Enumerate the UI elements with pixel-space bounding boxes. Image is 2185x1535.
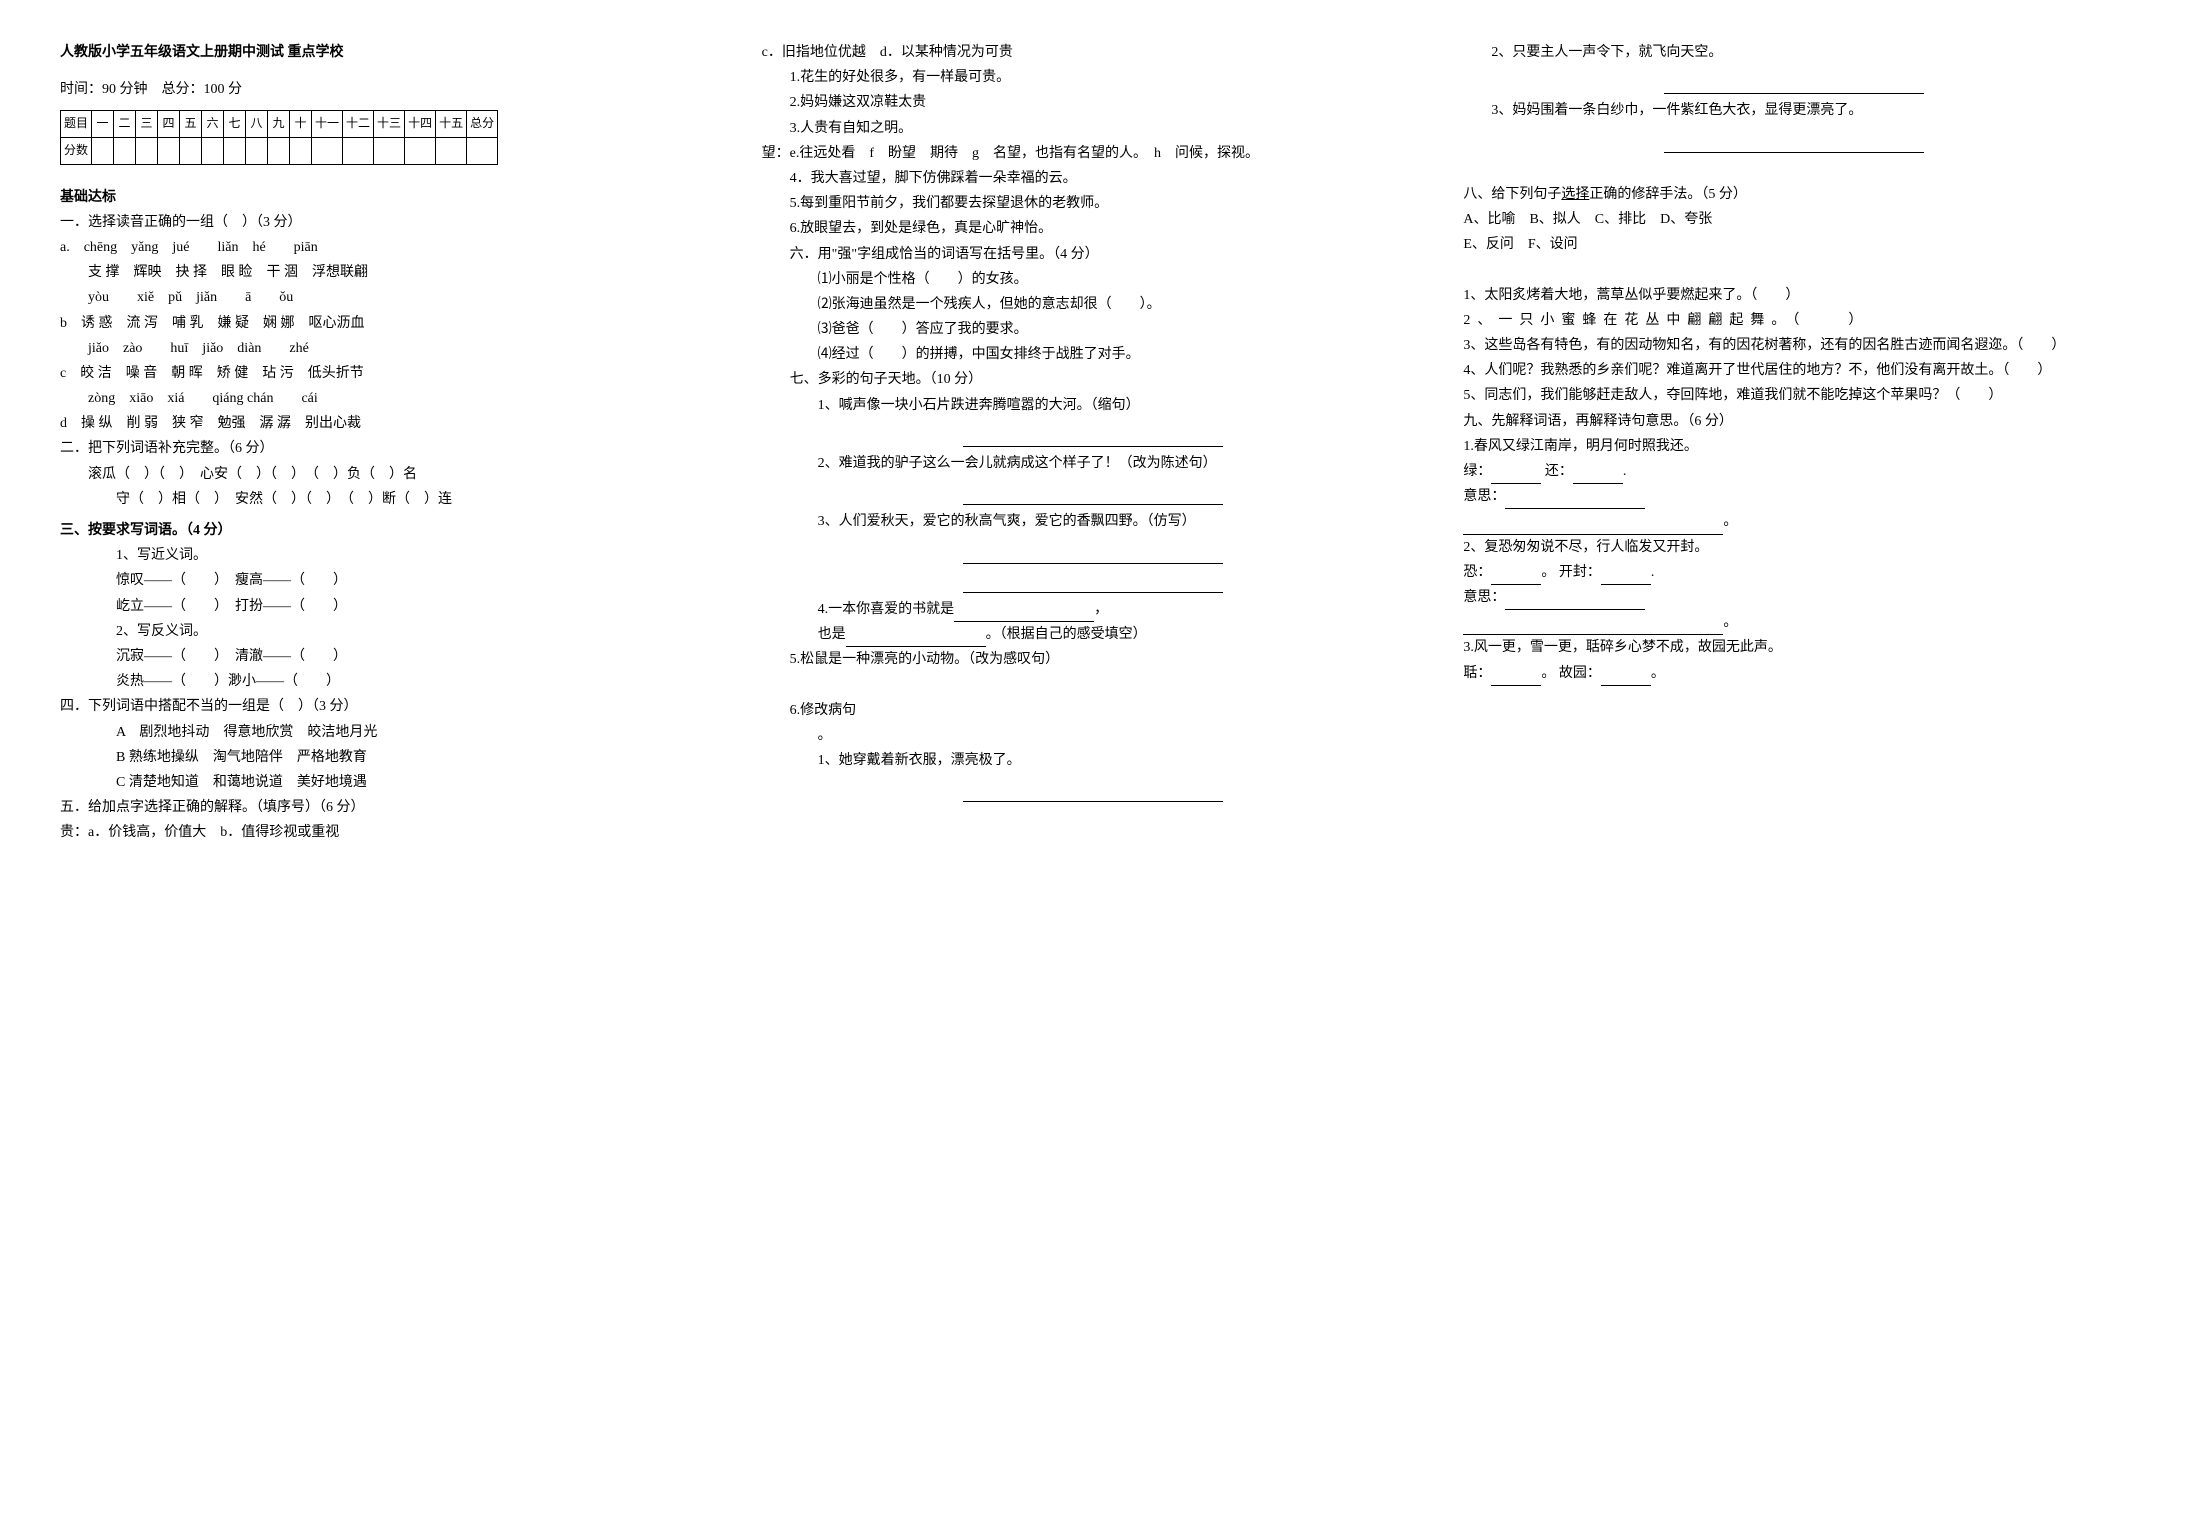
q9-3: 3.风一更，雪一更，聒碎乡心梦不成，故园无此声。 (1463, 635, 2125, 660)
blank-line (1491, 467, 1541, 484)
q3-2b: 炎热——（ ）渺小——（ ） (60, 669, 722, 694)
q9-2: 2、复恐匆匆说不尽，行人临发又开封。 (1463, 535, 2125, 560)
q7-4: 4.一本你喜爱的书就是， (762, 597, 1424, 622)
column-3: 2、只要主人一声令下，就飞向天空。 3、妈妈围着一条白纱巾，一件紫红色大衣，显得… (1463, 40, 2125, 845)
q2-head: 二．把下列词语补充完整。（6 分） (60, 436, 722, 461)
table-row: 分数 (61, 137, 498, 164)
blank-line (1505, 493, 1645, 510)
q4-a: A 剧烈地抖动 得意地欣赏 皎洁地月光 (60, 720, 722, 745)
blank-line (963, 786, 1223, 803)
column-2: c．旧指地位优越 d．以某种情况为可贵 1.花生的好处很多，有一样最可贵。 2.… (762, 40, 1424, 845)
q8-1: 1、太阳炙烤着大地，蒿草丛似乎要燃起来了。（ ） (1463, 283, 2125, 308)
q9-head: 九、先解释词语，再解释诗句意思。（6 分） (1463, 409, 2125, 434)
blank-line (963, 576, 1223, 593)
q1-c1: jiǎo zào huī jiǎo diàn zhé (60, 336, 722, 361)
q7-4b: 也是。（根据自己的感受填空） (762, 622, 1424, 647)
base-title: 基础达标 (60, 185, 722, 210)
blank-line (954, 605, 1094, 622)
q9-1ab: 绿： 还：. (1463, 459, 2125, 484)
q3-1b: 屹立——（ ） 打扮——（ ） (60, 594, 722, 619)
total-label: 总分：100 分 (162, 82, 243, 97)
q6-head: 六．用"强"字组成恰当的词语写在括号里。（4 分） (762, 242, 1424, 267)
q8-opts2: E、反问 F、设问 (1463, 232, 2125, 257)
table-row: 题目 一 二 三 四 五 六 七 八 九 十 十一 十二 十三 十四 十五 总分 (61, 111, 498, 138)
q9-1c: 意思： (1463, 484, 2125, 509)
q3-2: 2、写反义词。 (60, 619, 722, 644)
q9-1: 1.春风又绿江南岸，明月何时照我还。 (1463, 434, 2125, 459)
q8-4: 4、人们呢？我熟悉的乡亲们呢？难道离开了世代居住的地方？不，他们没有离开故土。（… (1463, 358, 2125, 383)
time-label: 时间：90 分钟 (60, 82, 148, 97)
blank-line (1491, 568, 1541, 585)
q7-6c: 3、妈妈围着一条白纱巾，一件紫红色大衣，显得更漂亮了。 (1463, 98, 2125, 123)
q5-head: 五．给加点字选择正确的解释。（填序号）（6 分） (60, 795, 722, 820)
q1-a2: 支 撑 辉映 抉 择 眼 睑 干 涸 浮想联翩 (60, 260, 722, 285)
q7-1: 1、喊声像一块小石片跌进奔腾喧嚣的大河。（缩句） (762, 393, 1424, 418)
q1-b2: b 诱 惑 流 泻 哺 乳 嫌 疑 娴 娜 呕心沥血 (60, 311, 722, 336)
blank-line (846, 631, 986, 648)
q1-head: 一．选择读音正确的一组（ ）（3 分） (60, 210, 722, 235)
q4-b: B 熟练地操纵 淘气地陪伴 严格地教育 (60, 745, 722, 770)
q6-4: ⑷经过（ ）的拼搏，中国女排终于战胜了对手。 (762, 342, 1424, 367)
q9-2ab: 恐：。 开封：. (1463, 560, 2125, 585)
exam-title: 人教版小学五年级语文上册期中测试 重点学校 (60, 40, 722, 65)
q7-2: 2、难道我的驴子这么一会儿就病成这个样子了！（改为陈述句） (762, 451, 1424, 476)
q5-g2: 2.妈妈嫌这双凉鞋太贵 (762, 90, 1424, 115)
q8-2: 2、一只小蜜蜂在花丛中翩翩起舞。（ ） (1463, 308, 2125, 333)
q8-head: 八、给下列句子选择正确的修辞手法。（5 分） (1463, 182, 2125, 207)
q1-a1: a. chēng yǎng jué liǎn hé piān (60, 235, 722, 260)
q9-2c: 意思： (1463, 585, 2125, 610)
q6-3: ⑶爸爸（ ）答应了我的要求。 (762, 317, 1424, 342)
q5-gui2: c．旧指地位优越 d．以某种情况为可贵 (762, 40, 1424, 65)
blank-line (963, 489, 1223, 506)
score-table: 题目 一 二 三 四 五 六 七 八 九 十 十一 十二 十三 十四 十五 总分… (60, 110, 498, 164)
q7-6b: 2、只要主人一声令下，就飞向天空。 (1463, 40, 2125, 65)
q3-1: 1、写近义词。 (60, 543, 722, 568)
q3-2a: 沉寂——（ ） 清澈——（ ） (60, 644, 722, 669)
q7-6a: 1、她穿戴着新衣服，漂亮极了。 (762, 748, 1424, 773)
q1-c2: c 皎 洁 噪 音 朝 晖 矫 健 玷 污 低头折节 (60, 361, 722, 386)
q6-1: ⑴小丽是个性格（ ）的女孩。 (762, 267, 1424, 292)
blank-line (1601, 568, 1651, 585)
q5-w6: 6.放眼望去，到处是绿色，真是心旷神怡。 (762, 216, 1424, 241)
q2-l2: 守（ ）相（ ） 安然（ ）（ ） （ ）断（ ）连 (60, 487, 722, 512)
blank-line (1601, 669, 1651, 686)
blank-line (1491, 669, 1541, 686)
q1-d1: zòng xiāo xiá qiáng chán cái (60, 386, 722, 411)
q7-head: 七、多彩的句子天地。（10 分） (762, 367, 1424, 392)
blank-line (1463, 619, 1723, 636)
q2-l1: 滚瓜（ ）（ ） 心安（ ）（ ） （ ）负（ ）名 (60, 462, 722, 487)
q1-d2: d 操 纵 削 弱 狭 窄 勉强 潺 潺 别出心裁 (60, 411, 722, 436)
q4-head: 四．下列词语中搭配不当的一组是（ ）（3 分） (60, 694, 722, 719)
q3-1a: 惊叹——（ ） 瘦高——（ ） (60, 568, 722, 593)
blank-line (1505, 593, 1645, 610)
q1-b1: yòu xiě pǔ jiǎn ā ǒu (60, 285, 722, 310)
q5-w5: 5.每到重阳节前夕，我们都要去探望退休的老教师。 (762, 191, 1424, 216)
time-info: 时间：90 分钟 总分：100 分 (60, 77, 722, 102)
q5-g3: 3.人贵有自知之明。 (762, 116, 1424, 141)
blank-line (1664, 136, 1924, 153)
q5-wang: 望：e.往远处看 f 盼望 期待 g 名望，也指有名望的人。 h 问候，探视。 (762, 141, 1424, 166)
blank-line (1463, 518, 1723, 535)
q8-3: 3、这些岛各有特色，有的因动物知名，有的因花树著称，还有的因名胜古迹而闻名遐迩。… (1463, 333, 2125, 358)
q4-c: C 清楚地知道 和蔼地说道 美好地境遇 (60, 770, 722, 795)
blank-line (1573, 467, 1623, 484)
q5-g1: 1.花生的好处很多，有一样最可贵。 (762, 65, 1424, 90)
q9-3ab: 聒：。 故园：。 (1463, 661, 2125, 686)
q5-gui: 贵：a．价钱高，价值大 b．值得珍视或重视 (60, 820, 722, 845)
blank-line (963, 547, 1223, 564)
blank-line (963, 430, 1223, 447)
q5-w4: 4．我大喜过望，脚下仿佛踩着一朵幸福的云。 (762, 166, 1424, 191)
q7-5: 5.松鼠是一种漂亮的小动物。（改为感叹句） (762, 647, 1424, 672)
q7-3: 3、人们爱秋天，爱它的秋高气爽，爱它的香飘四野。（仿写） (762, 509, 1424, 534)
q8-5: 5、同志们，我们能够赶走敌人，夺回阵地，难道我们就不能吃掉这个苹果吗？（ ） (1463, 383, 2125, 408)
column-1: 人教版小学五年级语文上册期中测试 重点学校 时间：90 分钟 总分：100 分 … (60, 40, 722, 845)
q3-head: 三、按要求写词语。（4 分） (60, 518, 722, 543)
blank-line (1664, 78, 1924, 95)
q8-opts: A、比喻 B、拟人 C、排比 D、夸张 (1463, 207, 2125, 232)
q7-6: 6.修改病句 (762, 698, 1424, 723)
q6-2: ⑵张海迪虽然是一个残疾人，但她的意志却很（ ）。 (762, 292, 1424, 317)
